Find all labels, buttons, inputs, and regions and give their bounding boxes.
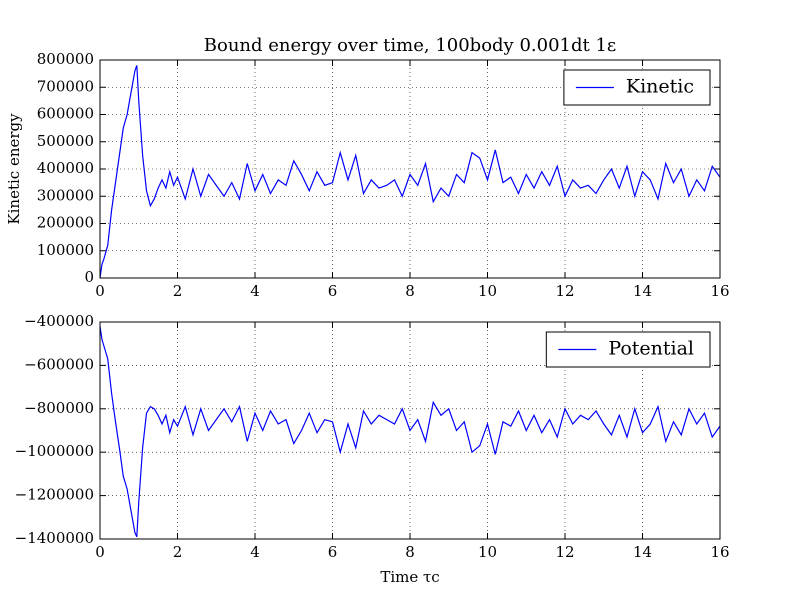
data-line (99, 326, 721, 538)
x-tick-label: 14 (633, 282, 652, 300)
x-tick-label: 2 (173, 282, 183, 300)
x-tick-label: 14 (633, 543, 652, 561)
y-tick-label: 0 (84, 268, 94, 286)
plot-frame (99, 321, 721, 540)
y-tick-label: −600000 (24, 355, 94, 373)
data-line (99, 65, 721, 279)
x-tick-label: 12 (555, 282, 574, 300)
x-tick-label: 10 (478, 282, 497, 300)
plot-frame (99, 59, 721, 279)
y-tick-label: 700000 (37, 77, 94, 95)
legend-label: Potential (608, 338, 694, 360)
x-tick-label: 16 (710, 543, 729, 561)
x-tick-label: 4 (250, 543, 260, 561)
x-tick-label: 4 (250, 282, 260, 300)
x-tick-label: 16 (710, 282, 729, 300)
y-tick-label: 500000 (37, 132, 94, 150)
y-tick-label: 300000 (37, 186, 94, 204)
x-tick-label: 8 (405, 282, 415, 300)
y-tick-label: 200000 (37, 214, 94, 232)
y-tick-label: 400000 (37, 159, 94, 177)
x-tick-label: 0 (95, 282, 105, 300)
y-tick-label: 800000 (37, 50, 94, 68)
x-axis-label: Time τc (380, 568, 439, 586)
x-tick-label: 8 (405, 543, 415, 561)
x-tick-label: 12 (555, 543, 574, 561)
x-tick-label: 10 (478, 543, 497, 561)
legend-label: Kinetic (626, 76, 694, 98)
chart-title: Bound energy over time, 100body 0.001dt … (204, 35, 616, 56)
y-tick-label: −1000000 (15, 442, 94, 460)
x-tick-label: 2 (173, 543, 183, 561)
y-tick-label: −1400000 (15, 529, 94, 547)
y-tick-label: −800000 (24, 399, 94, 417)
y-tick-label: 600000 (37, 105, 94, 123)
y-axis-label: Kinetic energy (5, 113, 23, 225)
y-tick-label: 100000 (37, 241, 94, 259)
y-tick-label: −400000 (24, 312, 94, 330)
x-tick-label: 6 (328, 282, 338, 300)
x-tick-label: 0 (95, 543, 105, 561)
x-tick-label: 6 (328, 543, 338, 561)
y-tick-label: −1200000 (15, 486, 94, 504)
